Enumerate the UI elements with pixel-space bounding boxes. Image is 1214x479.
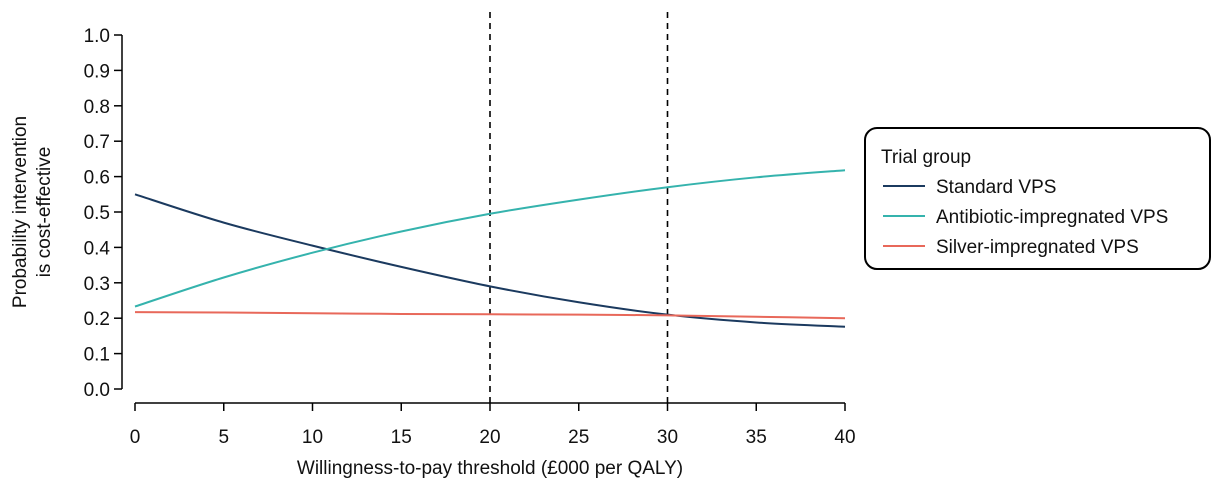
y-tick-label: 0.0 <box>84 380 110 401</box>
y-tick-label: 0.8 <box>84 97 110 118</box>
x-tick-label: 20 <box>479 427 500 448</box>
y-axis-title-line-1: Probability intervention <box>10 116 31 308</box>
legend-title: Trial group <box>881 147 971 168</box>
x-tick-label: 30 <box>657 427 678 448</box>
axes: 0.0 0.1 0.2 0.3 0.4 0.5 0.6 0.7 0.8 0.9 1.0 0 5 10 15… <box>84 26 856 448</box>
x-axis-title: Willingness-to-pay threshold (£000 per Q… <box>297 458 683 479</box>
reference-lines <box>489 12 669 403</box>
x-tick-label: 25 <box>568 427 589 448</box>
y-tick-label: 0.3 <box>84 274 110 295</box>
x-tick-label: 0 <box>130 427 141 448</box>
x-tick-label: 35 <box>746 427 767 448</box>
legend-box <box>864 127 1211 270</box>
series-lines <box>134 169 846 328</box>
y-tick-label: 0.6 <box>84 168 110 189</box>
y-tick-label: 0.5 <box>84 203 110 224</box>
y-tick-label: 0.1 <box>84 345 110 366</box>
series-line-1 <box>134 193 846 328</box>
x-tick-label: 10 <box>302 427 323 448</box>
y-tick-label: 0.4 <box>84 238 111 259</box>
y-tick-label: 0.2 <box>84 309 110 330</box>
series-line-3 <box>134 311 846 320</box>
legend-label-3: Silver-impregnated VPS <box>936 237 1139 258</box>
y-tick-label: 1.0 <box>84 26 110 47</box>
series-line-2 <box>134 169 846 308</box>
x-tick-label: 15 <box>391 427 412 448</box>
legend: Trial group Standard VPS Antibiotic-impre… <box>864 127 1211 270</box>
y-ticks: 0.0 0.1 0.2 0.3 0.4 0.5 0.6 0.7 0.8 0.9 1.0 <box>84 26 122 401</box>
legend-label-2: Antibiotic-impregnated VPS <box>936 207 1168 228</box>
legend-label-1: Standard VPS <box>936 177 1056 198</box>
y-tick-label: 0.9 <box>84 61 110 82</box>
y-axis-title-line-2: is cost-effective <box>34 147 55 278</box>
x-tick-label: 40 <box>834 427 855 448</box>
legend-items: Standard VPS Antibiotic-impregnated VPS Si… <box>883 177 1168 258</box>
y-tick-label: 0.7 <box>84 132 110 153</box>
x-ticks: 0 5 10 15 20 25 30 35 40 <box>130 403 856 448</box>
x-tick-label: 5 <box>218 427 229 448</box>
